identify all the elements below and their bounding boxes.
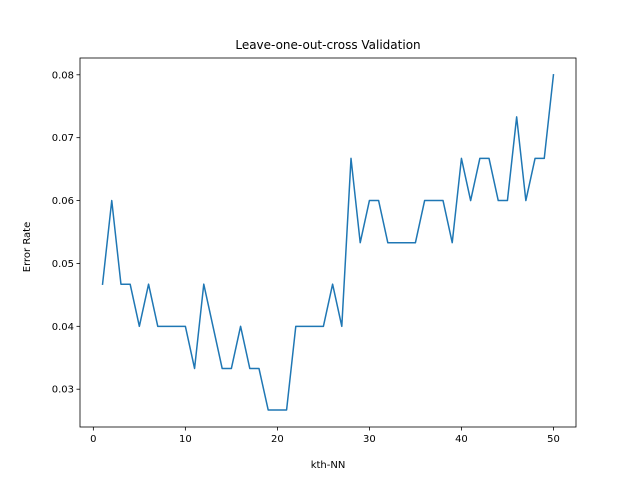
x-tick-label: 10 bbox=[179, 434, 192, 445]
x-tick-label: 50 bbox=[547, 434, 560, 445]
y-tick-label: 0.04 bbox=[52, 322, 74, 333]
y-tick-label: 0.03 bbox=[52, 385, 74, 396]
x-tick-label: 0 bbox=[90, 434, 96, 445]
series-line-0 bbox=[101, 73, 555, 411]
y-axis-label: Error Rate bbox=[22, 222, 33, 272]
x-tick-label: 20 bbox=[271, 434, 284, 445]
x-tick-label: 40 bbox=[455, 434, 468, 445]
chart-title: Leave-one-out-cross Validation bbox=[235, 38, 420, 52]
y-tick-label: 0.06 bbox=[52, 196, 74, 207]
x-axis-label: kth-NN bbox=[311, 460, 346, 471]
x-tick-label: 30 bbox=[363, 434, 376, 445]
plot-area: 0 10 20 30 40 50 0.03 0.04 0.05 0.06 0.07 0.08 bbox=[52, 57, 577, 445]
plot-frame bbox=[79, 57, 577, 428]
y-tick-label: 0.07 bbox=[52, 133, 74, 144]
y-tick-label: 0.08 bbox=[52, 70, 74, 81]
y-tick-label: 0.05 bbox=[52, 259, 74, 270]
